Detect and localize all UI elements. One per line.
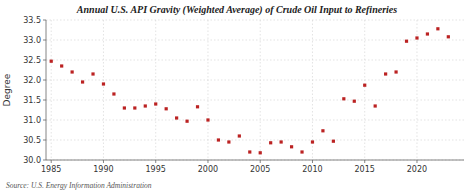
point bbox=[71, 70, 74, 73]
x-grid-line bbox=[51, 20, 52, 160]
x-grid-line bbox=[103, 20, 104, 160]
point bbox=[206, 118, 209, 121]
x-tick bbox=[51, 160, 52, 163]
x-grid-line bbox=[155, 20, 156, 160]
point bbox=[321, 129, 324, 132]
point bbox=[415, 36, 418, 39]
x-tick-label: 2005 bbox=[250, 165, 270, 174]
point bbox=[185, 120, 188, 123]
y-tick bbox=[43, 80, 46, 81]
x-axis-line bbox=[46, 160, 464, 161]
y-grid-line bbox=[46, 60, 464, 61]
x-tick bbox=[260, 160, 261, 163]
source-annotation: Source: U.S. Energy Information Administ… bbox=[6, 181, 152, 190]
y-grid-line bbox=[46, 140, 464, 141]
x-tick-label: 1995 bbox=[146, 165, 166, 174]
point bbox=[353, 100, 356, 103]
x-tick-label: 2010 bbox=[302, 165, 322, 174]
x-tick bbox=[103, 160, 104, 163]
point bbox=[50, 60, 53, 63]
point bbox=[269, 141, 272, 144]
point bbox=[426, 32, 429, 35]
point bbox=[447, 35, 450, 38]
y-tick-label: 30.0 bbox=[23, 156, 41, 165]
x-grid-line bbox=[312, 20, 313, 160]
y-tick-label: 32.0 bbox=[23, 76, 41, 85]
point bbox=[112, 92, 115, 95]
point bbox=[311, 140, 314, 143]
x-tick bbox=[207, 160, 208, 163]
y-tick-label: 33.5 bbox=[23, 16, 41, 25]
y-tick bbox=[43, 60, 46, 61]
y-axis-label: Degree bbox=[2, 73, 12, 106]
y-grid-line bbox=[46, 120, 464, 121]
point bbox=[290, 145, 293, 148]
point bbox=[436, 27, 439, 30]
grid bbox=[46, 20, 464, 160]
y-axis-line bbox=[46, 20, 47, 160]
x-grid-line bbox=[364, 20, 365, 160]
y-tick bbox=[43, 40, 46, 41]
y-tick bbox=[43, 140, 46, 141]
point bbox=[374, 104, 377, 107]
y-tick bbox=[43, 160, 46, 161]
point bbox=[60, 64, 63, 67]
point bbox=[238, 134, 241, 137]
point bbox=[91, 72, 94, 75]
point bbox=[217, 138, 220, 141]
point bbox=[102, 82, 105, 85]
x-tick bbox=[416, 160, 417, 163]
y-tick-label: 31.0 bbox=[23, 116, 41, 125]
point bbox=[259, 151, 262, 154]
y-grid-line bbox=[46, 80, 464, 81]
point bbox=[342, 97, 345, 100]
point bbox=[81, 80, 84, 83]
point bbox=[405, 40, 408, 43]
points bbox=[50, 27, 450, 154]
x-grid-line bbox=[260, 20, 261, 160]
x-tick-label: 1990 bbox=[93, 165, 113, 174]
y-tick-label: 31.5 bbox=[23, 96, 41, 105]
y-grid-line bbox=[46, 20, 464, 21]
point bbox=[196, 105, 199, 108]
x-tick bbox=[364, 160, 365, 163]
point bbox=[165, 107, 168, 110]
x-tick-label: 2020 bbox=[407, 165, 427, 174]
x-tick-label: 2015 bbox=[355, 165, 375, 174]
y-tick bbox=[43, 120, 46, 121]
y-tick bbox=[43, 100, 46, 101]
point bbox=[384, 72, 387, 75]
y-tick-label: 33.0 bbox=[23, 36, 41, 45]
y-tick-label: 32.5 bbox=[23, 56, 41, 65]
x-tick-label: 1985 bbox=[41, 165, 61, 174]
point bbox=[248, 150, 251, 153]
point bbox=[227, 140, 230, 143]
point bbox=[175, 116, 178, 119]
x-tick bbox=[312, 160, 313, 163]
point bbox=[280, 140, 283, 143]
point bbox=[144, 104, 147, 107]
chart: 30.0 30.5 31.0 31.5 32.0 32.5 33.0 33.5 1985 1990… bbox=[0, 0, 474, 193]
point bbox=[133, 106, 136, 109]
point bbox=[332, 140, 335, 143]
x-tick bbox=[155, 160, 156, 163]
point bbox=[154, 102, 157, 105]
y-grid-line bbox=[46, 160, 464, 161]
y-grid-line bbox=[46, 40, 464, 41]
x-grid-line bbox=[416, 20, 417, 160]
y-grid-line bbox=[46, 100, 464, 101]
point bbox=[300, 150, 303, 153]
point bbox=[394, 70, 397, 73]
point bbox=[363, 84, 366, 87]
y-tick bbox=[43, 20, 46, 21]
point bbox=[123, 106, 126, 109]
y-tick-label: 30.5 bbox=[23, 136, 41, 145]
title: Annual U.S. API Gravity (Weighted Averag… bbox=[76, 4, 397, 16]
x-tick-label: 2000 bbox=[198, 165, 218, 174]
x-grid-line bbox=[207, 20, 208, 160]
